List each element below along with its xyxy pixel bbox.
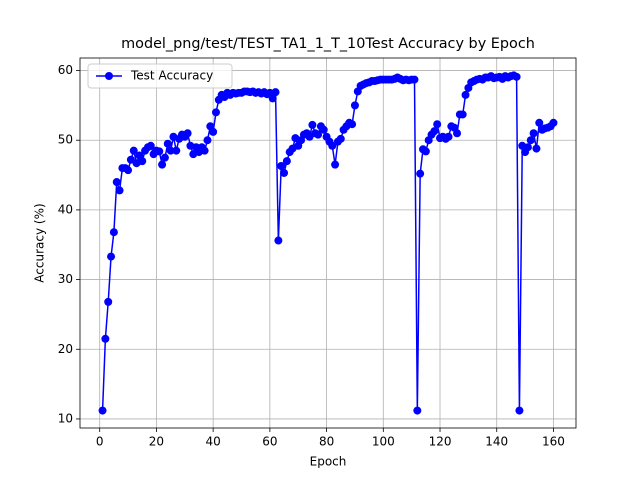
y-tick-label: 60 — [58, 63, 73, 77]
data-point — [274, 236, 283, 245]
data-point — [413, 406, 422, 415]
y-tick-label: 40 — [58, 202, 73, 216]
data-point — [308, 120, 317, 129]
data-point — [529, 129, 538, 138]
data-point — [458, 110, 467, 119]
data-point — [336, 134, 345, 143]
x-tick-label: 100 — [372, 435, 395, 449]
data-point — [515, 406, 524, 415]
data-point — [416, 169, 425, 178]
data-point — [138, 157, 147, 166]
data-point — [203, 136, 212, 145]
data-point — [107, 252, 116, 261]
data-point — [146, 141, 155, 150]
data-point — [211, 108, 220, 117]
data-point — [112, 178, 121, 187]
data-point — [314, 130, 323, 139]
data-point — [328, 141, 337, 150]
data-point — [277, 162, 286, 171]
data-point — [549, 118, 558, 127]
x-tick-label: 120 — [429, 435, 452, 449]
data-point — [331, 160, 340, 169]
data-point — [268, 94, 277, 103]
data-point — [526, 136, 535, 145]
x-tick-label: 140 — [485, 435, 508, 449]
data-point — [183, 129, 192, 138]
x-axis-label: Epoch — [310, 455, 347, 469]
x-tick-label: 40 — [206, 435, 221, 449]
data-point — [124, 166, 133, 175]
data-point — [523, 143, 532, 152]
data-point — [433, 120, 442, 129]
data-point — [319, 125, 328, 134]
data-point — [410, 75, 419, 84]
data-point — [160, 153, 169, 162]
data-point — [129, 146, 138, 155]
data-point — [155, 147, 164, 156]
data-point — [535, 118, 544, 127]
legend-box — [87, 63, 233, 89]
data-point — [166, 146, 175, 155]
data-point — [444, 132, 453, 141]
chart-title: model_png/test/TEST_TA1_1_T_10Test Accur… — [121, 36, 535, 52]
y-tick-label: 20 — [58, 342, 73, 356]
data-point — [172, 146, 181, 155]
data-point — [348, 120, 357, 129]
legend-marker — [105, 72, 113, 80]
data-point — [109, 228, 118, 237]
data-line — [101, 74, 555, 411]
data-point — [512, 72, 521, 81]
x-tick-label: 60 — [262, 435, 277, 449]
data-point — [115, 186, 124, 195]
x-tick-label: 160 — [542, 435, 565, 449]
data-point — [98, 406, 107, 415]
y-axis-label: Accuracy (%) — [33, 203, 47, 282]
data-point — [280, 168, 289, 177]
x-tick-label: 80 — [319, 435, 334, 449]
x-tick-label: 0 — [96, 435, 104, 449]
data-point — [282, 157, 291, 166]
data-point — [101, 334, 110, 343]
data-point — [104, 297, 113, 306]
data-point — [350, 101, 359, 110]
data-point — [163, 139, 172, 148]
y-tick-label: 10 — [58, 411, 73, 425]
y-tick-label: 50 — [58, 133, 73, 147]
legend-label: Test Accuracy — [130, 69, 213, 83]
data-point — [158, 160, 167, 169]
y-tick-label: 30 — [58, 272, 73, 286]
x-tick-label: 20 — [149, 435, 164, 449]
data-point — [532, 144, 541, 153]
data-point — [461, 90, 470, 99]
plot-frame — [79, 57, 577, 429]
data-point — [453, 129, 462, 138]
data-point — [430, 127, 439, 136]
data-point — [271, 88, 280, 97]
data-point — [200, 146, 209, 155]
data-point — [421, 147, 430, 156]
data-point — [209, 127, 218, 136]
